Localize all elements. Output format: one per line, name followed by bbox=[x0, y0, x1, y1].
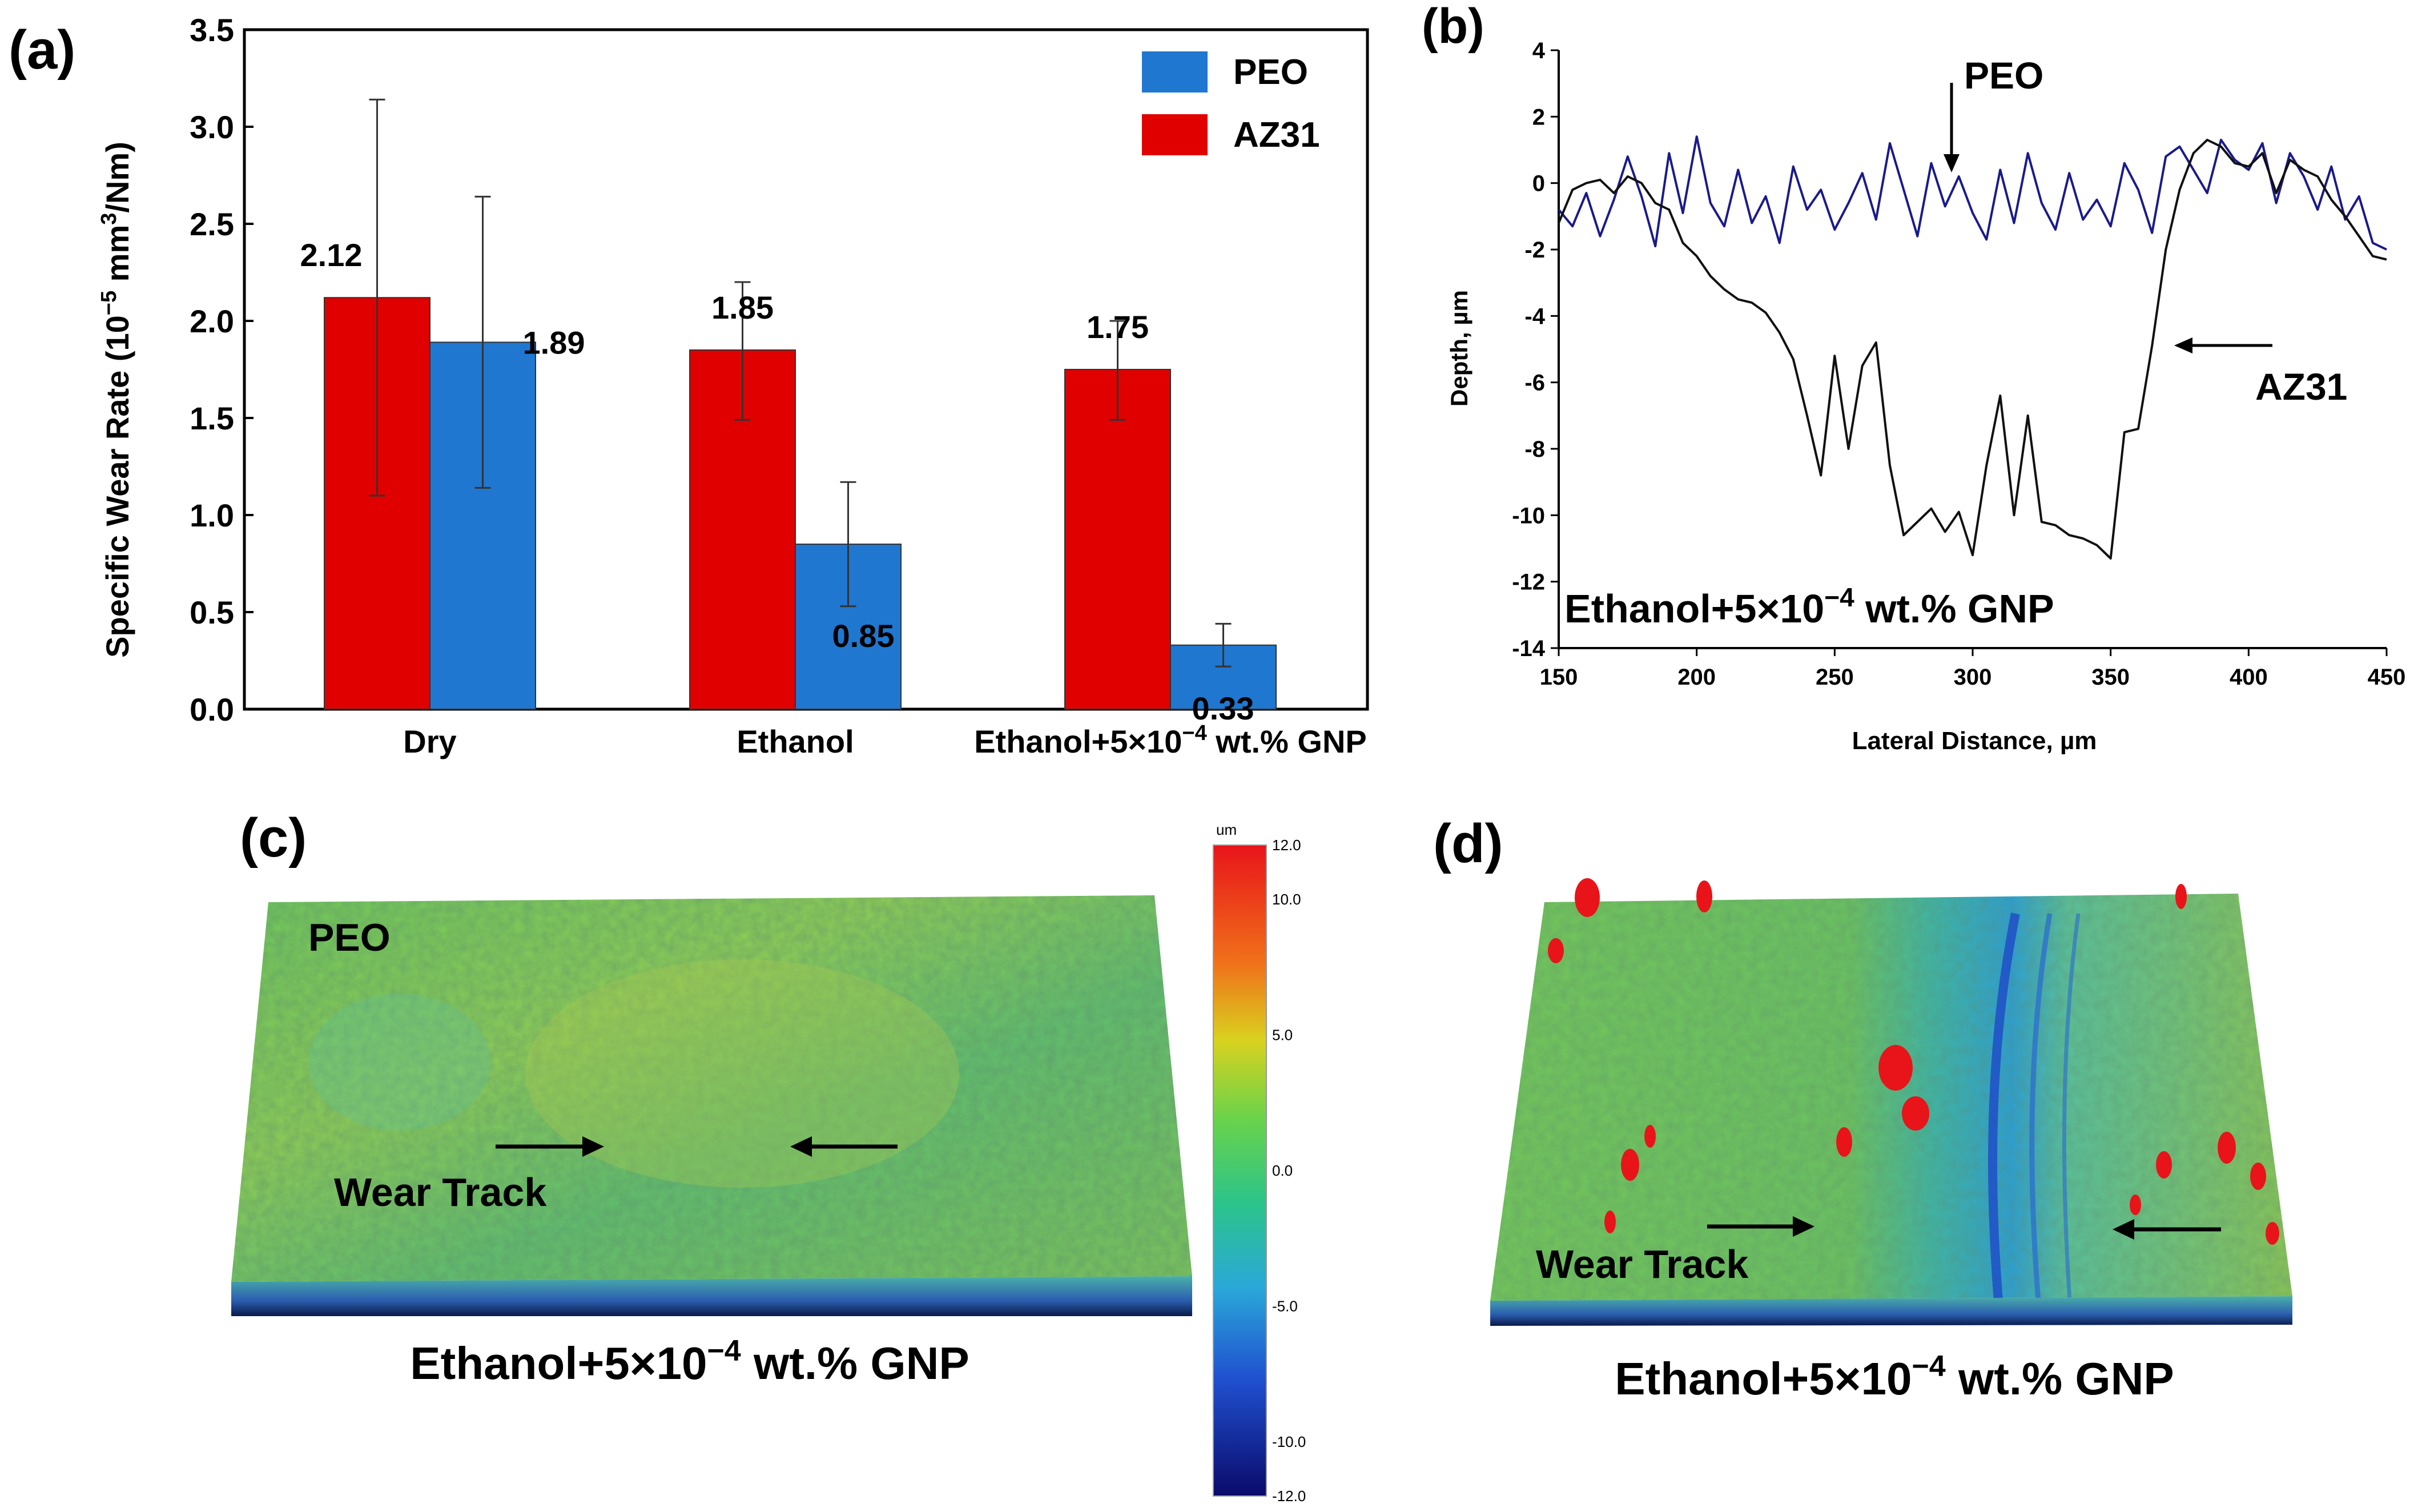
peo-surface-label: PEO bbox=[308, 916, 391, 959]
colorbar-tick-label: -10.0 bbox=[1272, 1433, 1306, 1450]
y-tick-label: 3.0 bbox=[190, 109, 234, 145]
data-label-az31: 1.85 bbox=[711, 289, 774, 325]
data-label-peo: 0.33 bbox=[1192, 690, 1254, 726]
wear-track-label-c: Wear Track bbox=[334, 1170, 546, 1215]
az31-arrow-label: AZ31 bbox=[2255, 365, 2347, 408]
y-tick-label: 0.5 bbox=[190, 594, 234, 630]
panel-label-d: (d) bbox=[1433, 813, 1503, 874]
colorbar-tick-label: 5.0 bbox=[1272, 1027, 1293, 1044]
caption-c: Ethanol+5×10−4 wt.% GNP bbox=[410, 1334, 969, 1389]
legend-swatch-az31 bbox=[1142, 114, 1208, 155]
data-label-peo: 1.89 bbox=[523, 324, 585, 360]
bar-az31 bbox=[324, 297, 431, 710]
wear-track-arrow-left-d-head bbox=[1793, 1216, 1814, 1237]
surface-map-peo bbox=[231, 895, 1192, 1316]
y-tick-label: 2.0 bbox=[190, 303, 234, 339]
legend-label-peo: PEO bbox=[1233, 53, 1308, 92]
colorbar-tick-label: -12.0 bbox=[1272, 1487, 1306, 1505]
series-line-az31 bbox=[1558, 139, 2387, 560]
peo-arrow-head bbox=[1944, 154, 1960, 172]
x-tick-label: 200 bbox=[1677, 665, 1716, 690]
y-tick-label: -10 bbox=[1512, 503, 1545, 528]
y-tick-label: 0.0 bbox=[190, 691, 234, 727]
y-tick-label: -14 bbox=[1512, 636, 1546, 661]
wear-track-arrow-right-d-head bbox=[2113, 1219, 2134, 1240]
wear-track-arrow-right-c-head bbox=[790, 1136, 812, 1157]
y-tick-label: 2.5 bbox=[190, 206, 234, 242]
colorbar-unit: um bbox=[1216, 821, 1237, 838]
wear-track-arrow-left-c-head bbox=[582, 1136, 604, 1157]
colorbar bbox=[1213, 845, 1267, 1497]
caption-d: Ethanol+5×10−4 wt.% GNP bbox=[1615, 1350, 2174, 1404]
x-axis-title-distance: Lateral Distance, µm bbox=[1852, 727, 2097, 755]
colorbar-tick-label: 12.0 bbox=[1272, 837, 1301, 854]
y-axis-title-depth: Depth, µm bbox=[1446, 290, 1472, 407]
colorbar-labels: 12.0 10.0 5.0 0.0 -5.0 -10.0 -12.0 bbox=[1272, 837, 1306, 1505]
x-tick-label: 250 bbox=[1816, 665, 1854, 690]
panel-label-b: (b) bbox=[1422, 0, 1484, 54]
colorbar-tick-label: 0.0 bbox=[1272, 1162, 1293, 1179]
data-label-az31: 1.75 bbox=[1087, 309, 1149, 345]
data-label-peo: 0.85 bbox=[832, 618, 895, 654]
y-tick-label: -4 bbox=[1524, 304, 1545, 329]
line-chart: 4 2 0 -2 -4 -6 -8 -10 -12 -14 150 200 250 300 350 400 45… bbox=[1512, 38, 2405, 690]
legend-label-az31: AZ31 bbox=[1233, 115, 1320, 155]
y-tick-label: -6 bbox=[1524, 371, 1545, 396]
bar-chart: 0.0 0.5 1.0 1.5 2.0 2.5 3.0 3.5 2.12 1.85 1.75 1.89… bbox=[190, 12, 1369, 727]
wear-track-label-d: Wear Track bbox=[1536, 1242, 1748, 1286]
panel-label-c: (c) bbox=[240, 807, 307, 868]
y-tick-label: -2 bbox=[1524, 238, 1545, 263]
x-tick-label: 400 bbox=[2230, 665, 2268, 690]
x-tick-label: 150 bbox=[1540, 665, 1578, 690]
surface-map-az31 bbox=[1490, 878, 2292, 1326]
y-axis-title: Specific Wear Rate (10−5 mm3/Nm) bbox=[97, 142, 135, 658]
y-tick-label: 1.0 bbox=[190, 497, 234, 533]
x-tick-dry: Dry bbox=[403, 723, 456, 759]
data-label-az31: 2.12 bbox=[300, 237, 363, 273]
colorbar-tick-label: -5.0 bbox=[1272, 1298, 1298, 1315]
y-tick-label: 3.5 bbox=[190, 12, 234, 48]
series-line-peo bbox=[1558, 135, 2387, 251]
legend-swatch-peo bbox=[1142, 51, 1208, 93]
x-tick-ethanol: Ethanol bbox=[737, 723, 854, 759]
x-tick-label: 350 bbox=[2091, 665, 2130, 690]
peo-arrow-label: PEO bbox=[1964, 54, 2043, 96]
x-tick-label: 300 bbox=[1954, 665, 1992, 690]
y-tick-label: 0 bbox=[1532, 171, 1545, 196]
az31-arrow-head bbox=[2174, 337, 2192, 353]
y-tick-label: -8 bbox=[1524, 437, 1545, 462]
x-tick-label: 450 bbox=[2368, 665, 2406, 690]
y-tick-label: 1.5 bbox=[190, 400, 234, 436]
x-tick-ethanol-gnp: Ethanol+5×10−4 wt.% GNP bbox=[974, 721, 1367, 759]
panel-label-a: (a) bbox=[9, 19, 75, 81]
y-tick-label: 2 bbox=[1532, 104, 1545, 130]
y-tick-label: -12 bbox=[1512, 570, 1545, 595]
y-tick-label: 4 bbox=[1532, 38, 1546, 63]
annotation-ethanol-gnp: Ethanol+5×10−4 wt.% GNP bbox=[1564, 582, 2054, 631]
bar-az31 bbox=[1064, 369, 1171, 710]
colorbar-tick-label: 10.0 bbox=[1272, 891, 1301, 908]
